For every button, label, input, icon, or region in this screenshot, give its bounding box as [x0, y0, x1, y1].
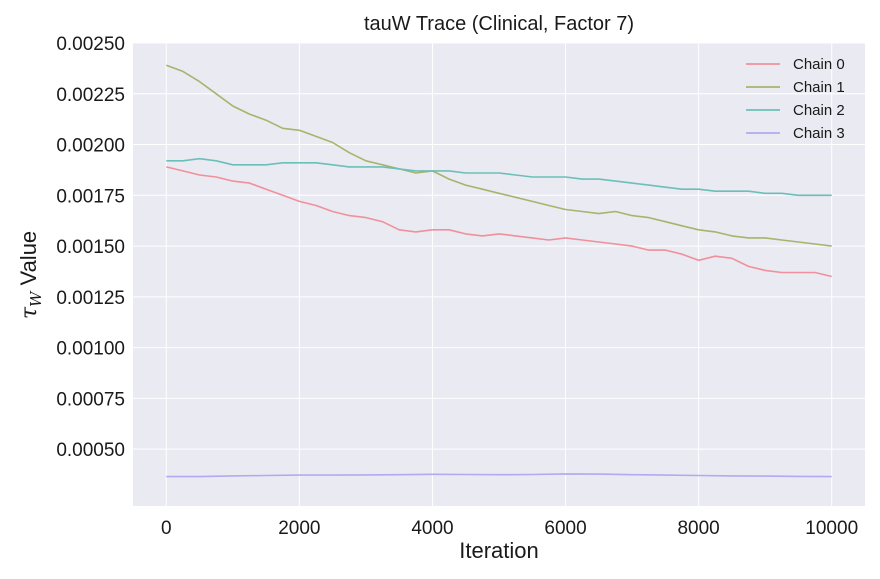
series-line-0	[166, 166, 832, 278]
legend-label-1: Chain 1	[793, 79, 845, 96]
y-tick-label: 0.00150	[56, 237, 125, 258]
series-line-1	[166, 64, 832, 247]
y-tick-label: 0.00250	[56, 34, 125, 55]
y-tick-label: 0.00100	[56, 339, 125, 360]
series-line-2	[166, 157, 832, 197]
chart-title: tauW Trace (Clinical, Factor 7)	[364, 13, 634, 35]
x-tick-label: 10000	[805, 518, 858, 539]
y-tick-label: 0.00050	[56, 440, 125, 461]
y-tick-label: 0.00175	[56, 186, 125, 207]
y-axis-label-symbol: τ	[17, 306, 42, 319]
y-tick-label: 0.00075	[56, 389, 125, 410]
legend-label-2: Chain 2	[793, 102, 845, 119]
x-tick-label: 0	[161, 518, 172, 539]
y-tick-labels: 0.00050 0.00075 0.00100 0.00125 0.00150 0.001…	[56, 34, 125, 461]
x-tick-label: 4000	[411, 518, 453, 539]
x-axis-label: Iteration	[459, 538, 539, 563]
x-tick-label: 8000	[677, 518, 719, 539]
legend-label-3: Chain 3	[793, 125, 845, 142]
y-tick-label: 0.00225	[56, 85, 125, 106]
legend-label-0: Chain 0	[793, 56, 845, 73]
grid-lines	[133, 42, 865, 506]
plot-background	[133, 43, 865, 506]
legend: Chain 0 Chain 1 Chain 2 Chain 3	[746, 56, 845, 142]
series-lines	[166, 64, 832, 478]
y-tick-label: 0.00125	[56, 288, 125, 309]
x-tick-labels: 0 2000 4000 6000 8000 10000	[161, 518, 858, 539]
x-tick-label: 2000	[278, 518, 320, 539]
series-line-3	[166, 473, 832, 478]
y-axis-label-text: Value	[16, 231, 41, 292]
y-tick-label: 0.00200	[56, 136, 125, 157]
x-tick-label: 6000	[544, 518, 586, 539]
y-axis-label: τW Value	[16, 231, 45, 319]
y-axis-label-subscript: W	[27, 290, 45, 307]
